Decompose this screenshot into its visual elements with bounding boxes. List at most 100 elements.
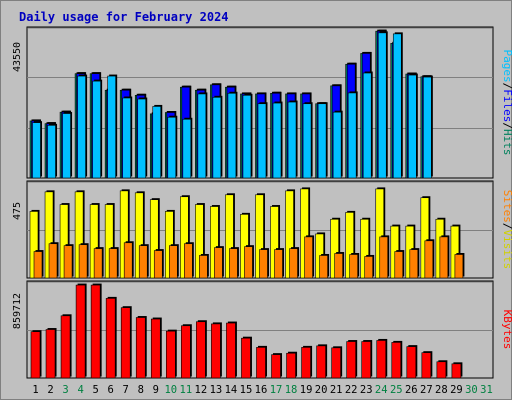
- x-tick-day-24: 24: [375, 384, 388, 396]
- bar-sites-day-11: [184, 243, 193, 279]
- bar-sites-day-12: [199, 255, 208, 279]
- bar-sites-day-9: [153, 250, 163, 279]
- bar-pages-day-6: [107, 75, 116, 179]
- bar-kbytes-day-18: [286, 352, 296, 379]
- bar-sites-day-28: [439, 236, 449, 279]
- x-tick-day-11: 11: [180, 384, 193, 396]
- legend-pages: Pages: [501, 50, 512, 83]
- bar-sites-day-23: [364, 256, 374, 279]
- bar-sites-day-2: [48, 243, 58, 279]
- bar-kbytes-day-1: [30, 331, 41, 379]
- x-tick-day-10: 10: [164, 384, 177, 396]
- bar-kbytes-day-21: [331, 347, 341, 379]
- x-tick-day-23: 23: [360, 384, 373, 396]
- bar-kbytes-day-2: [45, 329, 56, 379]
- bar-kbytes-day-28: [436, 361, 447, 379]
- panel-2-ymax-label: 475: [12, 202, 23, 220]
- x-tick-day-15: 15: [240, 384, 253, 396]
- bar-pages-day-23: [362, 72, 372, 179]
- bar-kbytes-day-11: [181, 325, 191, 379]
- x-tick-day-28: 28: [435, 384, 448, 396]
- x-tick-day-5: 5: [92, 384, 98, 396]
- x-tick-day-19: 19: [300, 384, 313, 396]
- bar-pages-day-5: [92, 80, 101, 179]
- x-tick-day-17: 17: [270, 384, 283, 396]
- bar-kbytes-day-10: [165, 330, 176, 379]
- bar-pages-day-21: [332, 111, 342, 179]
- bar-pages-day-27: [423, 76, 432, 179]
- bar-sites-day-14: [229, 248, 238, 279]
- bar-kbytes-day-8: [135, 317, 146, 379]
- x-tick-day-8: 8: [138, 384, 144, 396]
- bar-pages-day-10: [167, 116, 177, 179]
- bar-pages-day-8: [137, 98, 147, 179]
- bar-pages-day-1: [32, 122, 41, 179]
- bar-pages-day-24: [377, 32, 387, 179]
- bar-pages-day-2: [47, 125, 56, 179]
- x-tick-day-6: 6: [108, 384, 114, 396]
- bar-pages-day-7: [122, 97, 131, 179]
- panel-1-legend: Pages/Files/Hits: [501, 50, 512, 156]
- bar-pages-day-18: [287, 101, 297, 179]
- bar-pages-day-14: [227, 92, 237, 179]
- chart-title: Daily usage for February 2024: [19, 10, 229, 24]
- bar-kbytes-day-14: [226, 322, 236, 379]
- chart-labels: 43550 475 859712 Pages/Files/Hits Sites/Visi…: [12, 42, 512, 396]
- bar-kbytes-day-19: [301, 347, 311, 379]
- bar-kbytes-day-9: [150, 318, 161, 379]
- bar-kbytes-day-4: [75, 284, 86, 379]
- bar-pages-day-20: [317, 103, 327, 179]
- x-tick-day-27: 27: [420, 384, 433, 396]
- bar-sites-day-19: [304, 236, 313, 279]
- legend-kbytes: KBytes: [501, 310, 512, 350]
- bar-kbytes-day-26: [406, 346, 417, 379]
- bar-kbytes-day-25: [391, 342, 402, 379]
- panel-1-ymax-label: 43550: [12, 42, 23, 72]
- bar-sites-day-13: [214, 247, 223, 279]
- legend-sites: Sites: [501, 190, 512, 223]
- x-tick-day-21: 21: [330, 384, 343, 396]
- bar-sites-day-25: [394, 251, 404, 279]
- bar-sites-day-16: [259, 249, 268, 279]
- panel-3-ymax-label: 859712: [12, 293, 23, 329]
- bar-pages-day-25: [392, 33, 402, 179]
- bar-kbytes-day-12: [196, 321, 206, 379]
- bar-sites-day-7: [123, 242, 133, 279]
- bar-sites-day-22: [349, 254, 358, 279]
- bar-kbytes-day-6: [105, 298, 116, 379]
- bar-sites-day-10: [168, 245, 178, 279]
- x-tick-day-22: 22: [345, 384, 358, 396]
- bar-kbytes-day-23: [361, 341, 372, 379]
- bar-sites-day-3: [63, 245, 73, 279]
- bar-pages-day-4: [77, 75, 86, 179]
- bar-sites-day-18: [289, 248, 298, 279]
- bar-pages-day-9: [152, 106, 162, 179]
- x-tick-day-31: 31: [480, 384, 493, 396]
- bar-sites-day-17: [274, 249, 283, 279]
- bar-kbytes-day-5: [90, 284, 101, 379]
- bar-pages-day-13: [212, 97, 222, 179]
- x-tick-day-30: 30: [465, 384, 478, 396]
- bar-kbytes-day-20: [316, 345, 326, 379]
- x-tick-day-14: 14: [225, 384, 238, 396]
- panel-2-legend: Sites/Visits: [501, 190, 512, 270]
- bar-sites-day-6: [108, 248, 118, 279]
- x-tick-day-9: 9: [153, 384, 159, 396]
- bar-sites-day-27: [424, 240, 434, 279]
- bar-kbytes-day-27: [421, 352, 432, 379]
- x-tick-day-25: 25: [390, 384, 403, 396]
- bar-kbytes-day-16: [256, 347, 266, 379]
- x-tick-day-18: 18: [285, 384, 298, 396]
- bar-kbytes-day-3: [60, 315, 71, 379]
- bar-sites-day-26: [409, 249, 419, 279]
- bar-sites-day-5: [93, 248, 103, 279]
- bar-pages-day-26: [408, 74, 417, 179]
- x-tick-day-4: 4: [77, 384, 83, 396]
- x-tick-day-3: 3: [62, 384, 68, 396]
- x-tick-day-20: 20: [315, 384, 328, 396]
- bar-pages-day-3: [62, 113, 71, 179]
- legend-hits: Hits: [501, 129, 512, 156]
- bar-sites-day-4: [78, 244, 88, 279]
- legend-visits: Visits: [501, 230, 512, 270]
